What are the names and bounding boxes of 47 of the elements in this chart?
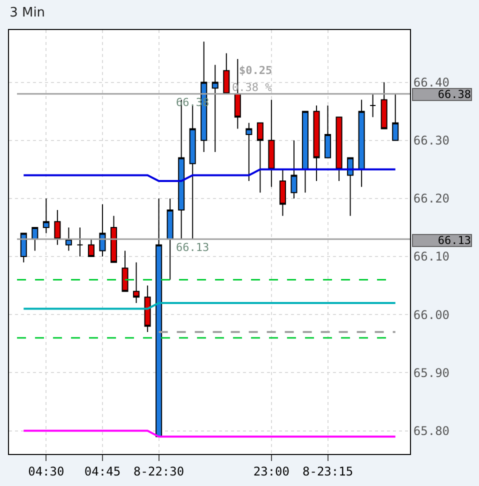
candlestick [256, 122, 264, 194]
candlestick [32, 226, 38, 252]
candlestick [20, 232, 27, 263]
candlestick [324, 105, 332, 158]
candlestick [110, 215, 118, 263]
candlestick [392, 93, 399, 141]
ref-line-label: 66.38 [438, 88, 471, 101]
candlestick [99, 204, 106, 258]
ref-line-label: 66.13 [438, 234, 471, 247]
candlestick [268, 99, 275, 188]
x-tick-label: 8-22:30 [134, 464, 184, 478]
candlestick [42, 198, 50, 234]
x-tick-label: 23:00 [253, 464, 290, 478]
annotation: $0.25 [239, 64, 272, 77]
y-tick-label: 66.10 [413, 250, 450, 264]
candlestick [122, 250, 128, 292]
candlestick [189, 105, 196, 240]
candlestick [65, 226, 72, 252]
candlestick [290, 140, 298, 199]
candlestick [302, 110, 308, 194]
candlestick [133, 262, 140, 304]
candlestick [76, 226, 84, 258]
candlestick [370, 93, 376, 118]
candlestick [313, 105, 320, 182]
x-tick-label: 8-23:15 [302, 464, 354, 478]
candlestick [336, 116, 342, 182]
y-tick-label: 66.40 [413, 75, 450, 90]
candlestick [54, 210, 61, 246]
y-tick-label: 65.90 [413, 366, 450, 380]
candlestick [144, 285, 151, 333]
candlestick [279, 168, 286, 216]
candlestick [347, 157, 354, 216]
candlestick [88, 238, 94, 258]
candlestick [223, 52, 230, 94]
chart-title: 3 Min [10, 5, 46, 20]
x-tick-label: 04:45 [84, 464, 121, 478]
annotation: 66.13 [176, 241, 210, 254]
candlestick [212, 64, 218, 152]
candlestick [246, 122, 252, 182]
x-tick-label: 04:30 [28, 464, 64, 478]
candlestick [358, 99, 365, 188]
candlestick [166, 198, 174, 280]
y-tick-label: 66.00 [413, 308, 450, 322]
candlestick [380, 82, 388, 130]
y-tick-label: 66.30 [413, 134, 450, 148]
y-tick-label: 66.20 [413, 192, 450, 206]
y-tick-label: 65.80 [413, 424, 450, 438]
